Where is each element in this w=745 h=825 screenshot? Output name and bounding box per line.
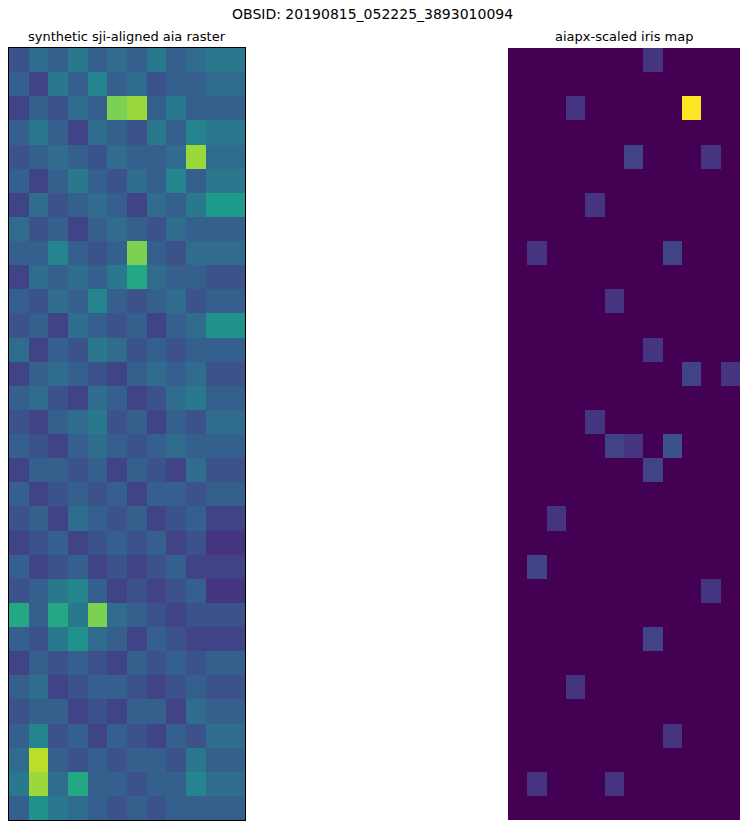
svg-text:synthetic sji-aligned aia rast: synthetic sji-aligned aia raster — [28, 29, 226, 44]
svg-text:OBSID: 20190815_052225_3893010: OBSID: 20190815_052225_3893010094 — [232, 6, 513, 22]
svg-text:aiapx-scaled iris map: aiapx-scaled iris map — [555, 29, 693, 44]
